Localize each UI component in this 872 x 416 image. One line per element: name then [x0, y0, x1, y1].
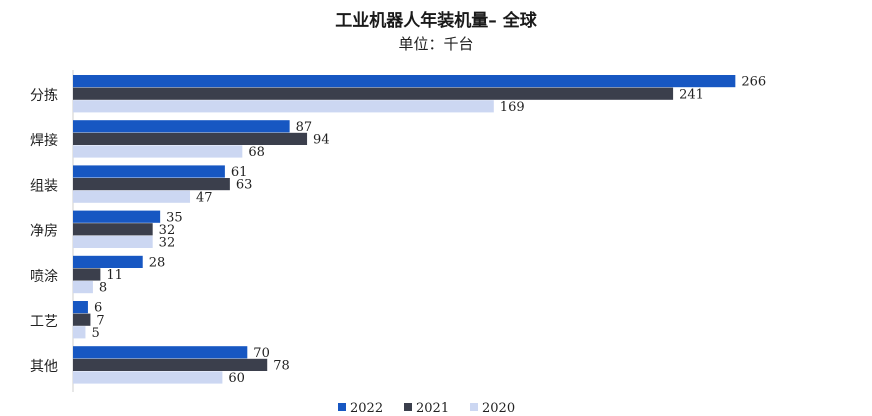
legend-label-2021: 2021 [416, 401, 449, 416]
bar-2022-6 [73, 346, 248, 359]
bar-2020-3 [73, 235, 153, 248]
bar-2021-6 [73, 358, 268, 371]
data-label-2022-4: 28 [149, 256, 166, 271]
legend-swatch-2021 [404, 403, 412, 411]
category-label-0: 分拣 [30, 88, 58, 104]
data-label-2021-3: 32 [159, 223, 176, 238]
bar-2020-6 [73, 371, 223, 384]
category-label-4: 喷涂 [30, 269, 58, 285]
data-label-2021-2: 63 [236, 178, 253, 193]
data-label-2021-0: 241 [679, 87, 704, 102]
bar-2021-2 [73, 178, 230, 191]
bar-2020-4 [73, 281, 93, 294]
bar-2022-2 [73, 165, 225, 178]
category-label-3: 净房 [30, 224, 58, 240]
chart-subtitle: 单位：千台 [398, 35, 474, 53]
bar-2020-0 [73, 100, 494, 113]
data-label-2020-4: 8 [99, 281, 107, 296]
bar-2021-4 [73, 268, 101, 281]
data-label-2021-1: 94 [313, 133, 330, 148]
bar-2022-5 [73, 301, 88, 314]
data-label-2022-1: 87 [296, 120, 313, 135]
data-label-2022-5: 6 [94, 301, 102, 316]
data-label-2020-0: 169 [500, 100, 525, 115]
category-label-5: 工艺 [30, 314, 58, 330]
bar-2022-3 [73, 210, 161, 223]
legend-label-2020: 2020 [482, 401, 515, 416]
bar-2020-5 [73, 326, 86, 339]
bar-2021-1 [73, 132, 308, 145]
category-label-1: 焊接 [30, 132, 58, 149]
data-label-2022-2: 61 [231, 165, 248, 180]
data-label-2020-5: 5 [91, 326, 99, 341]
data-label-2022-0: 266 [741, 75, 766, 90]
bar-2021-0 [73, 87, 674, 100]
data-label-2021-6: 78 [273, 359, 290, 374]
category-label-2: 组装 [30, 178, 58, 194]
category-label-6: 其他 [30, 359, 58, 375]
data-label-2022-6: 70 [253, 346, 270, 361]
bar-2020-2 [73, 190, 191, 203]
legend-swatch-2022 [338, 403, 346, 411]
legend-label-2022: 2022 [350, 401, 383, 416]
bar-2022-0 [73, 75, 736, 88]
bar-2022-1 [73, 120, 290, 133]
data-label-2021-4: 11 [106, 268, 123, 283]
chart-title: 工业机器人年装机量– 全球 [335, 11, 537, 31]
data-label-2020-1: 68 [248, 145, 265, 160]
legend-swatch-2020 [470, 403, 478, 411]
bar-2021-5 [73, 313, 91, 326]
data-label-2020-2: 47 [196, 190, 213, 205]
data-label-2020-6: 60 [228, 371, 245, 386]
data-label-2022-3: 35 [166, 210, 183, 225]
data-label-2021-5: 7 [96, 313, 104, 328]
bar-2021-3 [73, 223, 153, 236]
bar-2022-4 [73, 255, 143, 268]
data-label-2020-3: 32 [159, 236, 176, 251]
bar-2020-1 [73, 145, 243, 158]
